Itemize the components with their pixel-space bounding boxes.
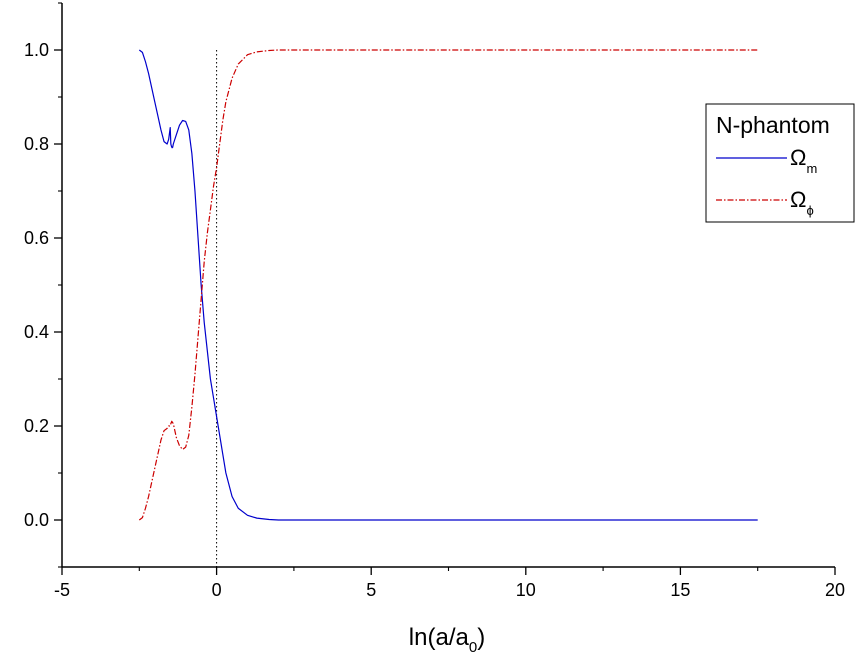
y-tick-label: 1.0 (24, 40, 49, 60)
x-tick-label: 5 (366, 580, 376, 600)
x-axis-title-close: ) (477, 624, 485, 651)
x-tick-label: 10 (516, 580, 536, 600)
x-tick-label: 20 (825, 580, 845, 600)
y-tick-label: 0.4 (24, 322, 49, 342)
legend: N-phantom Ωm Ωϕ (705, 103, 855, 223)
x-axis-title-main: ln(a/a (409, 624, 470, 651)
legend-label-omega-m-sub: m (806, 161, 817, 176)
series-layer (138, 49, 758, 521)
legend-title: N-phantom (716, 112, 830, 138)
legend-label-omega-m-symbol: Ω (790, 145, 806, 170)
axes-layer: -5 0 5 10 15 20 0.0 0.2 0.4 0.6 0.8 1.0 (24, 2, 845, 600)
x-tick-label: -5 (54, 580, 70, 600)
y-tick-label: 0.2 (24, 416, 49, 436)
series-line-omega-phi (138, 49, 758, 521)
legend-box (705, 103, 855, 223)
y-tick-label: 0.6 (24, 228, 49, 248)
y-tick-label: 0.0 (24, 510, 49, 530)
x-tick-label: 0 (212, 580, 222, 600)
y-tick-label: 0.8 (24, 134, 49, 154)
series-line-omega-m (138, 49, 758, 521)
x-tick-label: 15 (670, 580, 690, 600)
legend-label-omega-phi-symbol: Ω (790, 187, 806, 212)
legend-label-omega-phi: Ωϕ (790, 187, 814, 218)
x-axis-title: ln(a/a0) (409, 624, 485, 656)
x-axis-title-sub: 0 (469, 639, 477, 656)
legend-label-omega-m: Ωm (790, 145, 817, 176)
legend-label-omega-phi-sub: ϕ (806, 203, 813, 218)
